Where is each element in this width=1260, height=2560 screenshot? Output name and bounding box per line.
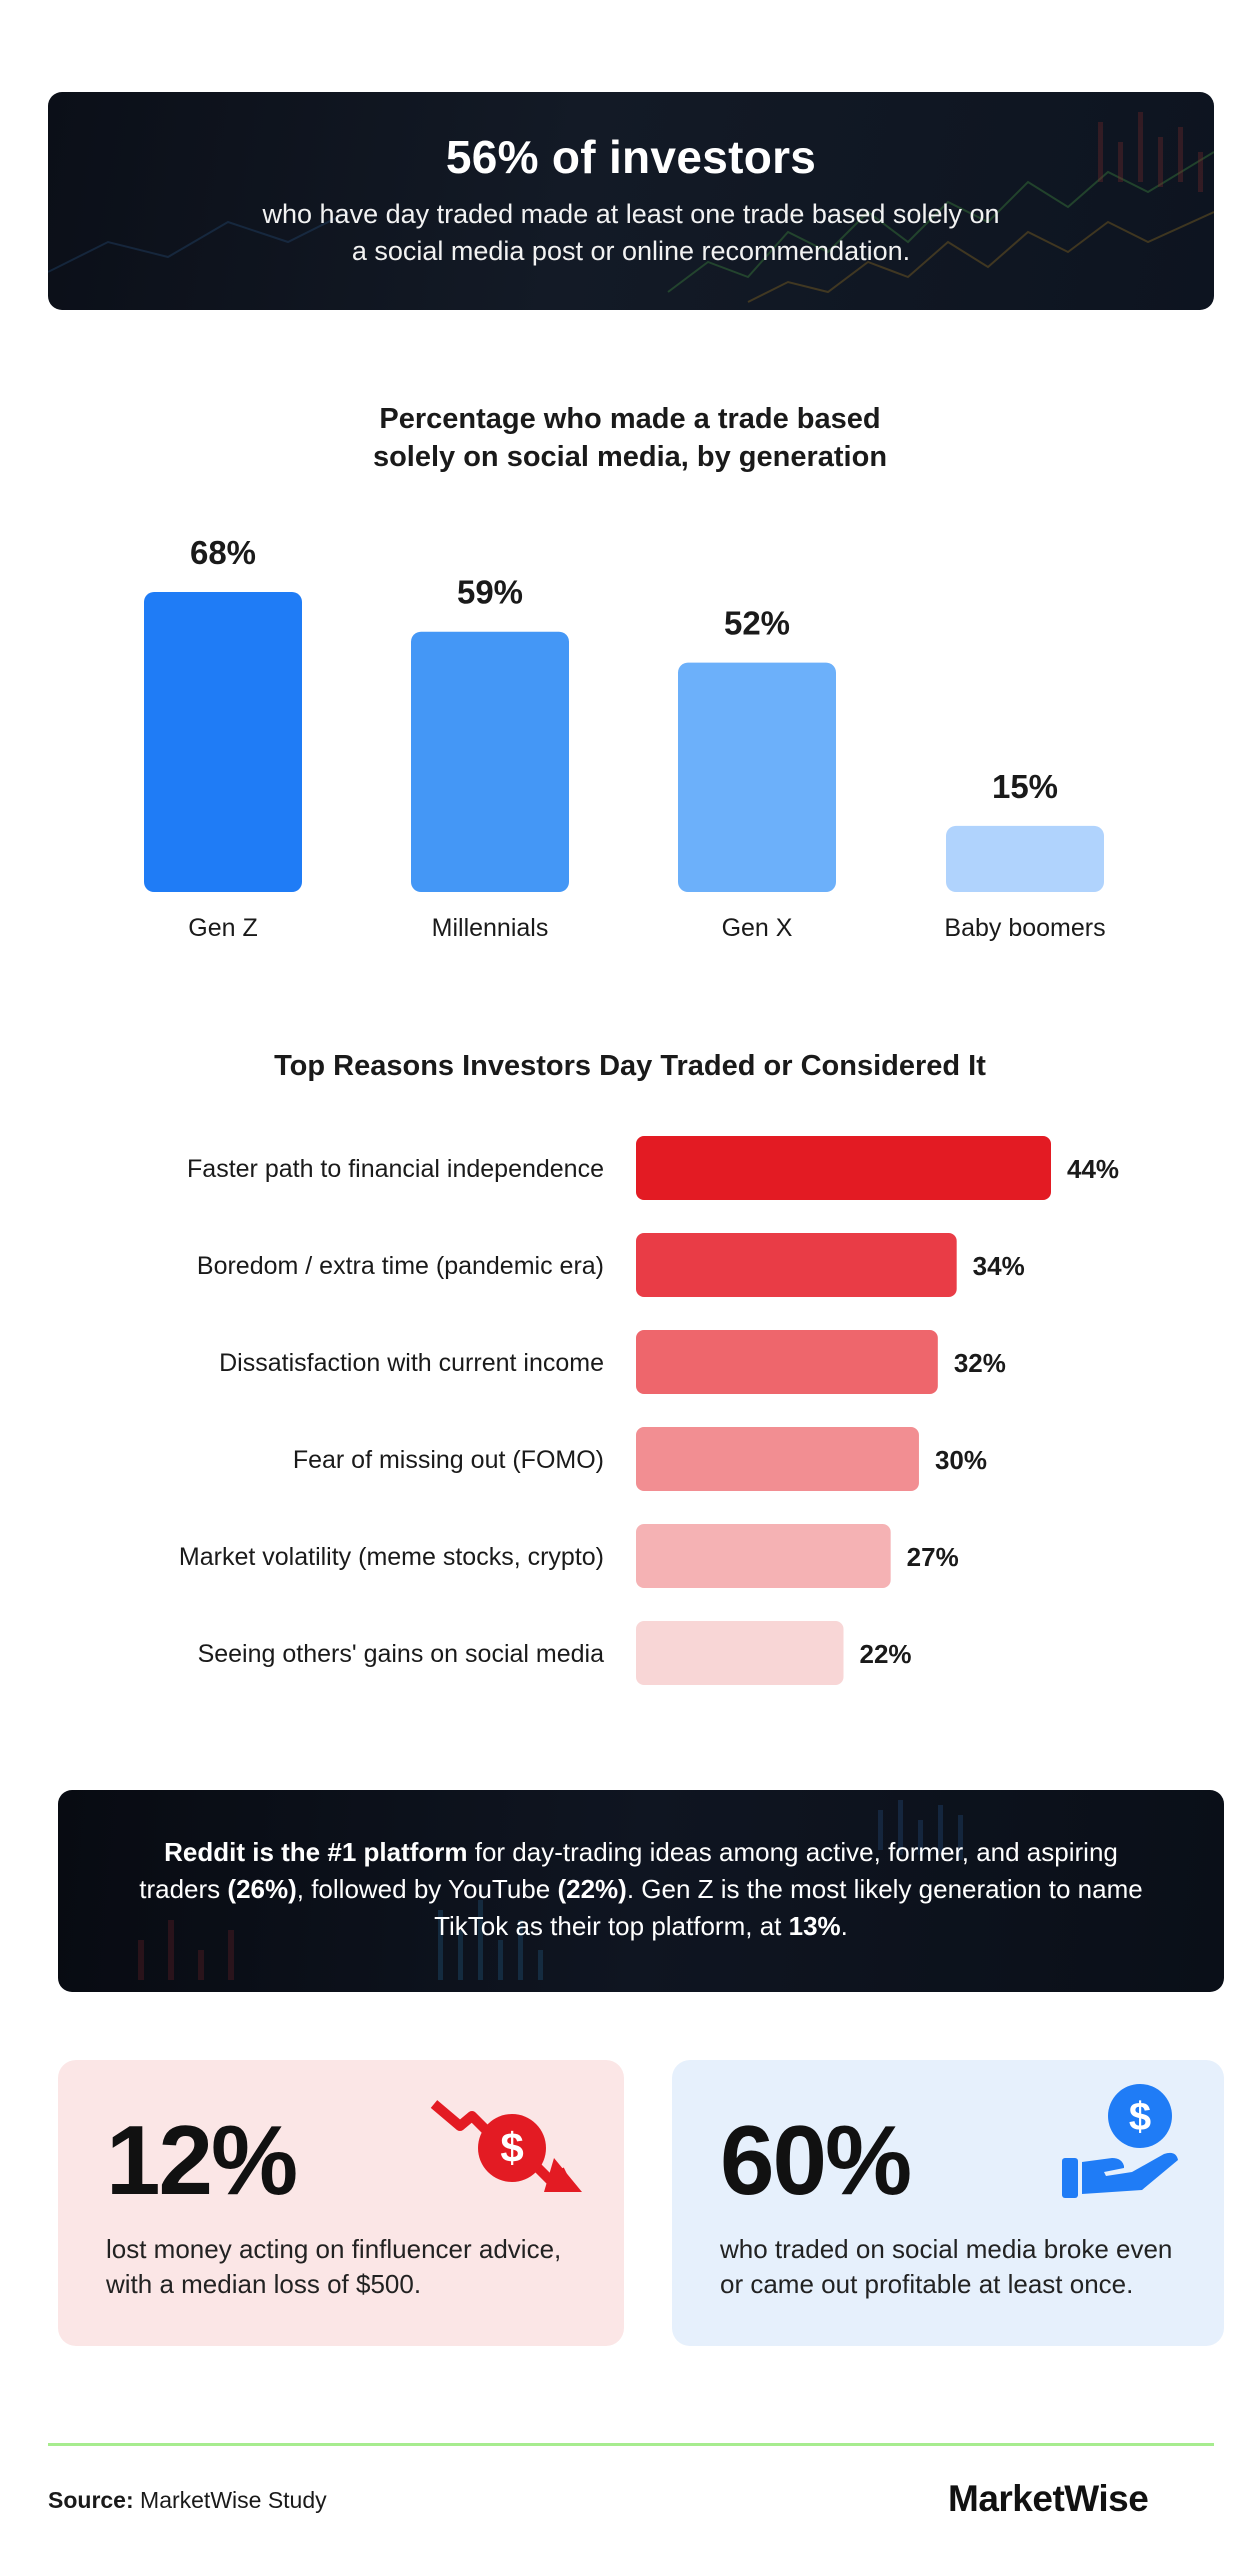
reddit-text-4: . (840, 1911, 848, 1941)
profit-stat-card: 60% who traded on social media broke eve… (672, 2060, 1224, 2346)
reason-category-label-4: Market volatility (meme stocks, crypto) (179, 1543, 604, 1571)
reddit-text-3: . Gen Z is the most likely generation to… (434, 1874, 1143, 1941)
reddit-callout-text: Reddit is the #1 platform for day-tradin… (138, 1834, 1144, 1945)
source-label: Source: (48, 2487, 134, 2513)
gen-value-label-1: 59% (457, 574, 523, 611)
reddit-callout: Reddit is the #1 platform for day-tradin… (58, 1790, 1224, 1992)
reason-bar-2 (636, 1330, 938, 1394)
source-text: MarketWise Study (133, 2487, 327, 2513)
reason-bar-4 (636, 1524, 891, 1588)
gen-bar-2 (678, 662, 836, 892)
reason-value-label-4: 27% (907, 1542, 959, 1572)
gen-category-label-3: Baby boomers (944, 914, 1105, 942)
headline-banner: 56% of investors who have day traded mad… (48, 92, 1214, 310)
gen-category-label-1: Millennials (432, 914, 549, 942)
gen-category-label-2: Gen X (722, 914, 793, 942)
reasons-chart-title: Top Reasons Investors Day Traded or Cons… (274, 1050, 986, 1082)
generation-bar-chart: 68% Gen Z 59% Millennials 52% Gen X 15% Baby bo… (144, 534, 1106, 942)
reddit-text-1: for day-trading ideas among active, form… (139, 1837, 1118, 1904)
reason-bar-0 (636, 1136, 1051, 1200)
reason-category-label-5: Seeing others' gains on social media (198, 1640, 605, 1668)
reason-value-label-2: 32% (954, 1348, 1006, 1378)
loss-stat-text: lost money acting on finfluencer advice,… (106, 2234, 562, 2299)
svg-text:$: $ (500, 2124, 523, 2171)
reason-category-label-2: Dissatisfaction with current income (219, 1349, 604, 1377)
gen-category-label-0: Gen Z (188, 914, 257, 942)
reason-category-label-0: Faster path to financial independence (187, 1155, 604, 1183)
stock-chart-background (48, 112, 1214, 303)
profit-stat-value: 60% (720, 2105, 912, 2215)
money-down-arrow-icon: $ (430, 2100, 582, 2192)
source-note: Source: MarketWise Study (48, 2487, 327, 2514)
reason-bar-3 (636, 1427, 919, 1491)
reason-value-label-5: 22% (860, 1639, 912, 1669)
gen-value-label-3: 15% (992, 768, 1058, 805)
banner-title: 56% of investors (445, 131, 817, 183)
reason-value-label-0: 44% (1067, 1154, 1119, 1184)
svg-text:$: $ (1129, 2095, 1151, 2139)
reddit-bold-26: (26%) (227, 1874, 297, 1904)
reason-category-label-1: Boredom / extra time (pandemic era) (197, 1252, 604, 1280)
reason-bar-5 (636, 1621, 844, 1685)
candlestick-background (138, 1800, 963, 1980)
reason-category-label-3: Fear of missing out (FOMO) (293, 1446, 604, 1474)
profit-stat-text: who traded on social media broke even or… (720, 2234, 1173, 2299)
generation-chart-title: Percentage who made a trade based solely… (372, 403, 888, 473)
gen-value-label-0: 68% (190, 534, 256, 571)
banner-subtitle: who have day traded made at least one tr… (262, 199, 1000, 266)
gen-bar-1 (411, 631, 569, 892)
footer-divider (48, 2443, 1214, 2446)
loss-stat-card: 12% lost money acting on finfluencer adv… (58, 2060, 624, 2346)
gen-bar-3 (946, 825, 1104, 892)
reddit-text-2: , followed by YouTube (296, 1874, 558, 1904)
loss-stat-value: 12% (106, 2105, 298, 2215)
reason-value-label-1: 34% (973, 1251, 1025, 1281)
marketwise-logo: MarketWise (948, 2478, 1149, 2519)
hand-holding-dollar-icon: $ (1062, 2084, 1178, 2198)
reason-bar-1 (636, 1233, 957, 1297)
reddit-bold-platform: Reddit is the #1 platform (164, 1837, 468, 1867)
reddit-bold-22: (22%) (557, 1874, 627, 1904)
reason-value-label-3: 30% (935, 1445, 987, 1475)
reasons-bar-chart: Faster path to financial independence 44%… (179, 1136, 1119, 1685)
gen-value-label-2: 52% (724, 605, 790, 642)
reddit-bold-13: 13% (788, 1911, 841, 1941)
gen-bar-0 (144, 592, 302, 892)
